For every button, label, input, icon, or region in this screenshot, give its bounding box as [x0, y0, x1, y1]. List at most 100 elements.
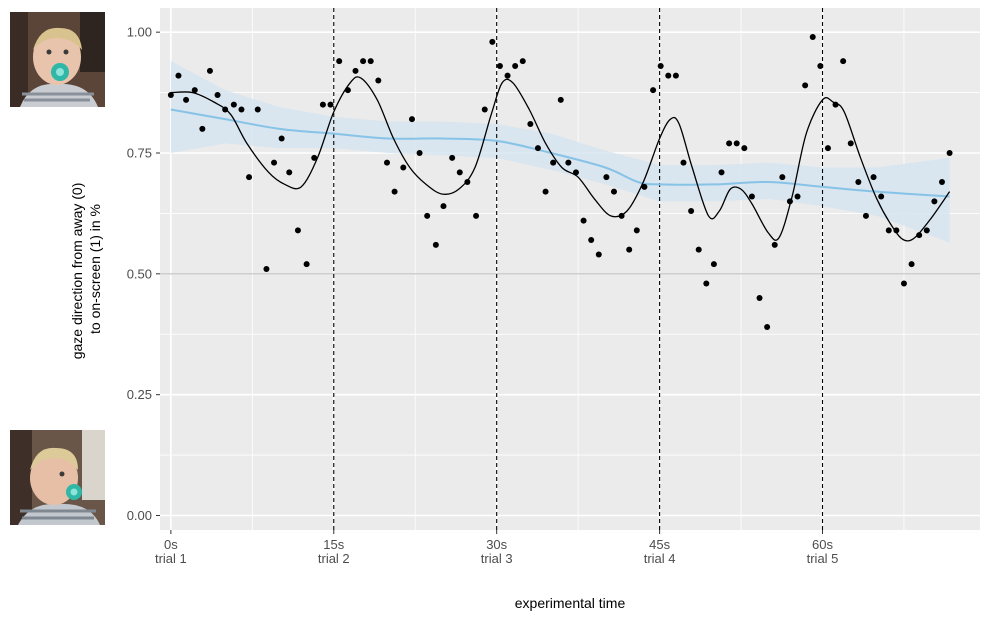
y-tick-label: 0.50: [127, 266, 152, 281]
data-point: [167, 92, 174, 98]
plot-panel: [160, 8, 980, 530]
data-point: [641, 183, 648, 190]
data-point: [271, 159, 278, 166]
data-point: [408, 116, 415, 123]
confidence-band: [170, 61, 950, 243]
x-tick-sublabel: trial 5: [807, 551, 839, 566]
data-point: [565, 159, 572, 166]
minor-gridlines: [160, 8, 980, 530]
data-point: [610, 188, 617, 195]
data-point: [650, 87, 657, 94]
data-point: [206, 67, 213, 74]
data-point: [748, 193, 755, 200]
data-point: [416, 150, 423, 156]
data-point: [572, 169, 579, 176]
data-point: [496, 63, 503, 69]
data-point: [688, 208, 695, 214]
data-point: [527, 121, 534, 127]
data-point: [923, 227, 930, 234]
data-point: [504, 72, 511, 79]
data-point: [588, 237, 595, 243]
data-point: [183, 96, 190, 103]
data-point: [916, 232, 923, 239]
data-point: [254, 106, 261, 113]
data-point: [360, 58, 367, 65]
data-point: [383, 159, 390, 166]
x-tick-label: 15s: [323, 537, 344, 552]
data-point: [199, 125, 206, 132]
data-point: [718, 169, 725, 176]
data-point: [878, 193, 885, 200]
data-point: [400, 164, 407, 171]
x-tick-label: 45s: [649, 537, 670, 552]
data-point: [938, 179, 945, 185]
data-point: [294, 227, 301, 234]
data-point: [680, 159, 687, 166]
data-point: [771, 241, 778, 248]
data-point: [633, 227, 640, 234]
data-point: [931, 198, 938, 205]
data-point: [222, 106, 229, 113]
data-point: [319, 101, 326, 108]
data-point: [893, 227, 900, 234]
data-point: [263, 266, 270, 272]
data-point: [840, 58, 847, 65]
x-tick-label: 30s: [486, 537, 507, 552]
data-point: [726, 140, 733, 147]
data-point: [449, 154, 456, 161]
data-point: [311, 154, 318, 161]
data-point: [375, 77, 382, 84]
smooth-trend-line: [170, 108, 950, 198]
data-point: [855, 179, 862, 185]
data-point: [489, 38, 496, 45]
data-point: [756, 295, 763, 301]
x-tick-label: 60s: [812, 537, 833, 552]
data-point: [473, 212, 480, 219]
data-point: [191, 87, 198, 94]
data-point: [327, 101, 334, 108]
data-point: [618, 212, 625, 219]
data-point: [336, 58, 343, 65]
infant-photo-away: [10, 430, 105, 525]
data-point: [900, 280, 907, 287]
data-point: [440, 203, 447, 210]
data-point: [286, 169, 293, 176]
y-tick-label: 0.00: [127, 508, 152, 523]
trend-line: [170, 76, 951, 242]
data-point: [824, 145, 831, 152]
data-point: [344, 87, 351, 94]
data-point: [534, 145, 541, 152]
data-point: [456, 169, 463, 176]
x-tick-label: 0s: [164, 537, 178, 552]
data-point: [870, 174, 877, 181]
data-point: [786, 198, 793, 205]
infant-photo-on-screen: [10, 12, 105, 107]
data-point: [847, 140, 854, 147]
data-point: [626, 246, 633, 253]
data-point: [595, 251, 602, 258]
x-axis-title: experimental time: [515, 595, 626, 611]
data-point: [672, 72, 679, 79]
data-point: [657, 63, 664, 69]
data-point: [367, 58, 374, 65]
data-point: [230, 101, 237, 108]
data-point: [542, 188, 549, 195]
data-point: [695, 246, 702, 253]
data-point: [764, 324, 771, 330]
y-tick-label: 0.75: [127, 146, 152, 161]
smooth-confidence-band: [170, 61, 950, 243]
data-point: [432, 241, 439, 248]
data-point: [779, 174, 786, 181]
data-point: [391, 188, 398, 195]
y-axis-ticks: 0.00 0.25 0.50 0.75 1.00: [127, 25, 160, 523]
data-point: [580, 217, 587, 224]
data-point: [278, 135, 285, 142]
data-point: [703, 280, 710, 287]
data-point: [246, 174, 253, 181]
data-point: [862, 212, 869, 219]
data-point: [352, 67, 359, 74]
data-point: [794, 193, 801, 200]
smooth-line: [170, 108, 950, 198]
data-point: [175, 72, 182, 79]
